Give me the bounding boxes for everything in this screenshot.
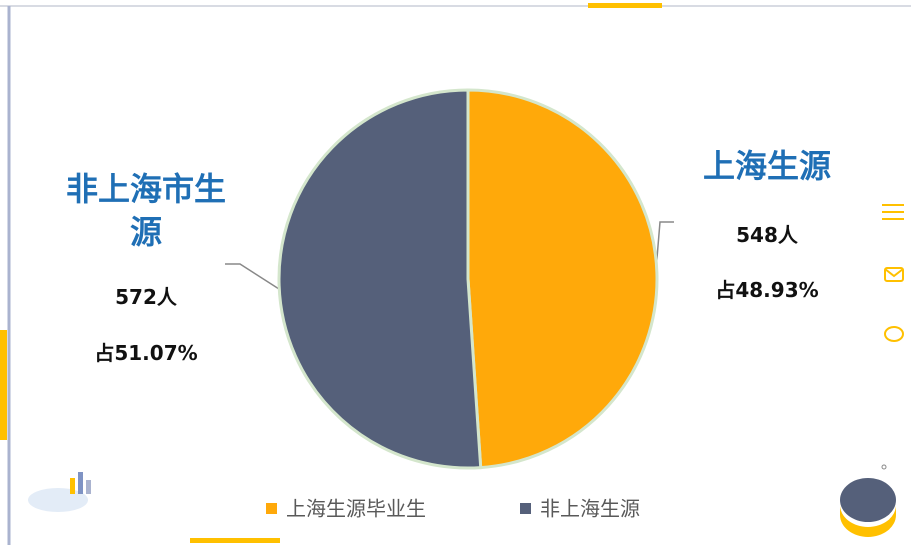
legend-label: 上海生源毕业生 [286,497,426,521]
side-icons [882,205,904,341]
accent [190,538,280,543]
pie-slice [468,90,657,468]
slide: 上海生源毕业生 非上海生源 上海生源 548人 占48.93% 非上海市生源 57… [0,0,911,545]
slice-title: 上海生源 [687,145,847,188]
percent-label: 占51.07% [66,337,226,366]
slice-title: 非上海市生源 [66,168,226,254]
percent-label: 占48.93% [687,274,847,303]
decor-icon [28,465,896,537]
pie-slice [279,90,481,468]
value-label: 548人 [687,219,847,248]
leader-line [225,264,279,289]
value-label: 572人 [66,281,226,310]
pie [279,90,657,468]
legend-swatch [266,503,277,514]
accent [588,3,662,8]
legend-label: 非上海生源 [540,497,640,521]
legend: 上海生源毕业生 非上海生源 [266,497,640,521]
leader-line [656,222,674,270]
chart: 上海生源毕业生 非上海生源 [0,0,911,545]
legend-swatch [520,503,531,514]
accent [0,330,7,440]
